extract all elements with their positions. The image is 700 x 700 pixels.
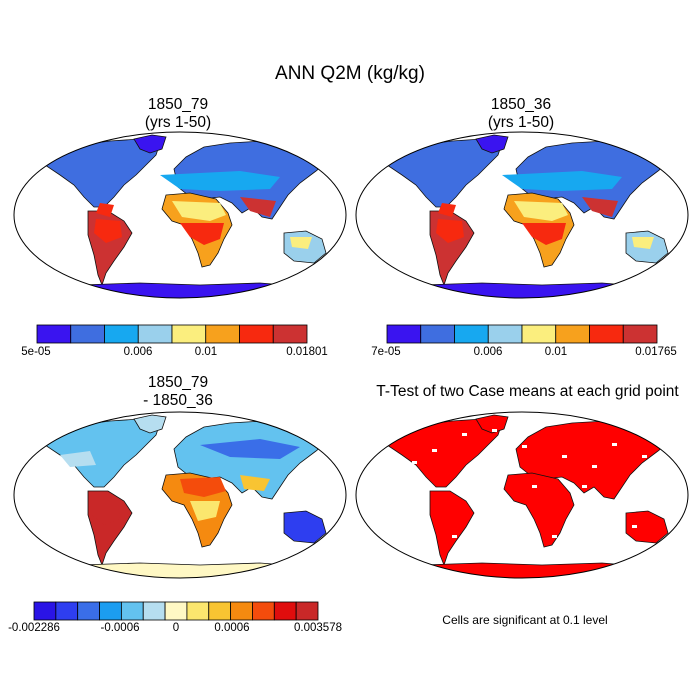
nonsignificant-cell bbox=[532, 485, 537, 488]
colorbar-swatch bbox=[386, 324, 422, 344]
land-greenland bbox=[133, 134, 167, 154]
colorbar-swatch bbox=[589, 324, 624, 344]
humidity-band bbox=[502, 171, 622, 191]
difference-band bbox=[190, 501, 220, 521]
colorbar-top-left bbox=[36, 324, 308, 344]
panel-title-top-left: 1850_79 (yrs 1-50) bbox=[78, 96, 278, 132]
nonsignificant-cell bbox=[412, 461, 417, 464]
humidity-band bbox=[436, 219, 464, 243]
nonsignificant-cell bbox=[612, 443, 617, 446]
colorbar-swatch bbox=[230, 601, 253, 621]
colorbar-swatch bbox=[273, 601, 297, 621]
panel-title-line2: - 1850_36 bbox=[143, 392, 213, 409]
colorbar-swatch bbox=[239, 324, 274, 344]
map-boundary bbox=[13, 411, 347, 579]
panel-title-bottom-left: 1850_79 - 1850_36 bbox=[78, 374, 278, 410]
land-greenland bbox=[133, 414, 167, 434]
map-boundary bbox=[355, 131, 689, 299]
colorbar-swatch bbox=[70, 324, 105, 344]
colorbar-swatch bbox=[99, 601, 122, 621]
colorbar-swatch bbox=[272, 324, 308, 344]
panel-title-line1: 1850_79 bbox=[147, 96, 209, 113]
colorbar-swatch bbox=[252, 601, 275, 621]
land-antarctica bbox=[371, 562, 683, 578]
figure-title: ANN Q2M (kg/kg) bbox=[275, 63, 425, 84]
humidity-band bbox=[522, 223, 566, 245]
nonsignificant-cell bbox=[552, 535, 557, 538]
map-bottom-right bbox=[355, 411, 689, 579]
nonsignificant-cell bbox=[452, 535, 457, 538]
difference-band bbox=[240, 475, 270, 491]
humidity-band bbox=[180, 223, 224, 245]
colorbar-swatch bbox=[295, 601, 319, 621]
colorbar-swatch bbox=[555, 324, 590, 344]
colorbar-swatch bbox=[137, 324, 173, 344]
map-top-right bbox=[355, 131, 689, 299]
humidity-band bbox=[632, 237, 654, 249]
land-greenland bbox=[475, 134, 509, 154]
land-antarctica bbox=[29, 562, 341, 578]
nonsignificant-cell bbox=[632, 525, 637, 528]
difference-band bbox=[60, 451, 96, 467]
land-australia bbox=[625, 510, 669, 544]
colorbar-swatch bbox=[487, 324, 523, 344]
colorbar-swatch bbox=[77, 601, 100, 621]
land-southAmerica bbox=[429, 490, 475, 567]
colorbar-swatch bbox=[142, 601, 166, 621]
nonsignificant-cell bbox=[462, 433, 467, 436]
colorbar-swatch bbox=[55, 601, 79, 621]
difference-band bbox=[200, 439, 300, 459]
colorbar-swatch bbox=[33, 601, 57, 621]
colorbar-swatch bbox=[208, 601, 232, 621]
colorbar-swatch bbox=[104, 324, 139, 344]
land-antarctica bbox=[29, 282, 341, 298]
panel-title-line2: (yrs 1-50) bbox=[144, 114, 212, 131]
colorbar-swatch bbox=[164, 601, 188, 621]
humidity-band bbox=[96, 203, 114, 217]
colorbar-swatch bbox=[120, 601, 144, 621]
panel-title-line2: (yrs 1-50) bbox=[487, 114, 555, 131]
difference-band bbox=[180, 477, 226, 497]
colorbar-swatch bbox=[171, 324, 207, 344]
map-top-left bbox=[13, 131, 347, 299]
colorbar-swatch bbox=[36, 324, 72, 344]
map-bottom-left bbox=[13, 411, 347, 579]
nonsignificant-cell bbox=[582, 485, 587, 488]
humidity-band bbox=[94, 219, 122, 243]
land-greenland bbox=[475, 414, 509, 434]
land-antarctica bbox=[371, 282, 683, 298]
panel-title-line1: 1850_36 bbox=[490, 96, 552, 113]
nonsignificant-cell bbox=[432, 449, 437, 452]
colorbar-bottom-left bbox=[33, 601, 319, 621]
land-africa bbox=[503, 472, 575, 548]
nonsignificant-cell bbox=[522, 445, 527, 448]
colorbar-swatch bbox=[622, 324, 658, 344]
difference-band bbox=[92, 501, 120, 525]
significance-note: Cells are significant at 0.1 level bbox=[442, 613, 608, 627]
nonsignificant-cell bbox=[592, 465, 597, 468]
humidity-band bbox=[240, 197, 276, 217]
panel-title-top-right: 1850_36 (yrs 1-50) bbox=[421, 96, 621, 132]
humidity-band bbox=[172, 201, 226, 221]
humidity-band bbox=[290, 237, 312, 249]
humidity-band bbox=[160, 171, 280, 191]
humidity-band bbox=[438, 203, 456, 217]
nonsignificant-cell bbox=[492, 429, 497, 432]
map-boundary bbox=[355, 411, 689, 579]
map-boundary bbox=[13, 131, 347, 299]
colorbar-swatch bbox=[521, 324, 557, 344]
humidity-band bbox=[582, 197, 618, 217]
colorbar-swatch bbox=[205, 324, 240, 344]
panel-title-line1: 1850_79 bbox=[147, 374, 209, 391]
panel-title-bottom-right: T-Test of two Case means at each grid po… bbox=[376, 383, 679, 400]
humidity-band bbox=[514, 201, 568, 221]
colorbar-swatch bbox=[420, 324, 455, 344]
colorbar-top-right bbox=[386, 324, 658, 344]
land-australia bbox=[283, 510, 327, 544]
nonsignificant-cell bbox=[642, 455, 647, 458]
nonsignificant-cell bbox=[562, 455, 567, 458]
colorbar-swatch bbox=[186, 601, 210, 621]
colorbar-swatch bbox=[454, 324, 489, 344]
